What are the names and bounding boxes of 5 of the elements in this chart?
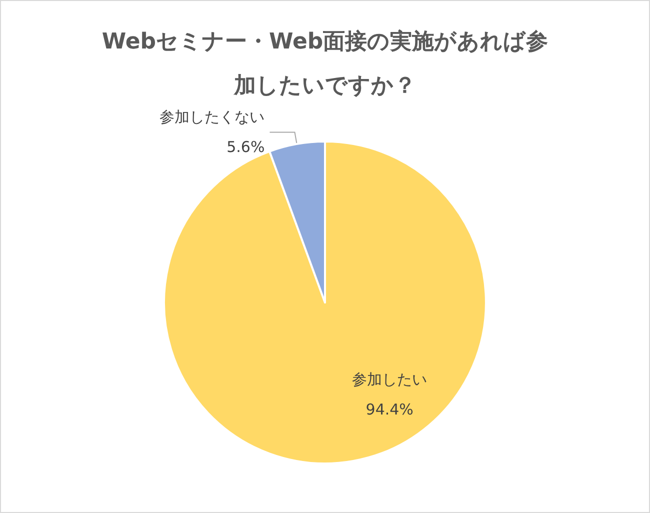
data-label: 5.6% (226, 138, 265, 156)
chart-title: Webセミナー・Web面接の実施があれば参加したいですか？ (102, 28, 548, 98)
slice-label: 参加したい (352, 370, 428, 389)
data-label: 94.4% (366, 400, 414, 419)
slice-label: 参加したくない (160, 108, 265, 126)
